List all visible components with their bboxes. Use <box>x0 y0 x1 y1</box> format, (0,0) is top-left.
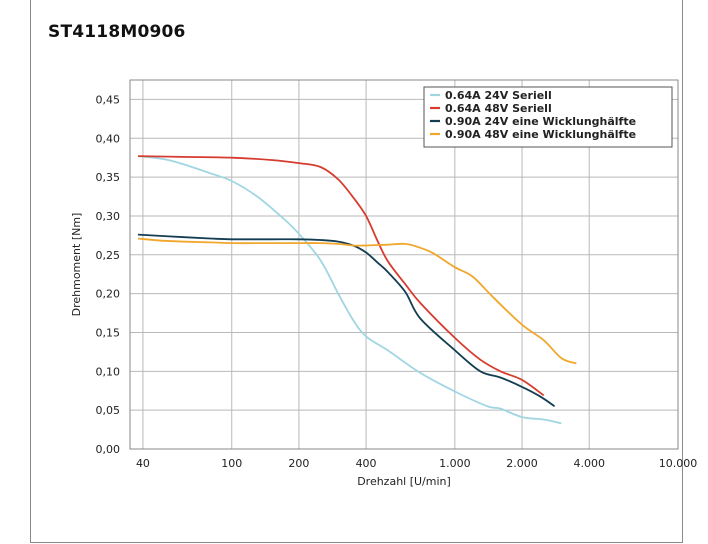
series-line-1 <box>137 155 562 425</box>
x-tick-label: 1.000 <box>439 457 471 470</box>
legend-entry: 0.90A 48V eine Wicklunghälfte <box>445 128 636 141</box>
x-tick-label: 10.000 <box>659 457 698 470</box>
y-tick-label: 0,00 <box>96 443 121 456</box>
y-tick-label: 0,10 <box>96 365 121 378</box>
tick-layer: 0,00 0,05 0,10 0,15 0,20 0,25 0,30 0,35 0,40 0,45… <box>96 93 698 470</box>
x-tick-label: 100 <box>221 457 242 470</box>
y-tick-label: 0,20 <box>96 288 121 301</box>
legend-box <box>423 86 673 148</box>
y-tick-label: 0,05 <box>96 404 121 417</box>
y-tick-label: 0,15 <box>96 326 121 339</box>
y-tick-label: 0,25 <box>96 249 121 262</box>
y-tick-label: 0,35 <box>96 171 121 184</box>
x-tick-label: 200 <box>288 457 309 470</box>
series-line-2 <box>137 155 545 397</box>
x-tick-label: 40 <box>136 457 150 470</box>
y-tick-label: 0,30 <box>96 210 121 223</box>
y-tick-label: 0,45 <box>96 93 121 106</box>
plot-border <box>129 79 679 450</box>
series-line-3 <box>137 233 556 408</box>
legend-entry: 0.64A 48V Seriell <box>445 102 552 115</box>
legend-entry: 0.90A 24V eine Wicklunghälfte <box>445 115 636 128</box>
x-tick-label: 2.000 <box>506 457 538 470</box>
x-axis-label: Drehzahl [U/min] <box>357 475 451 488</box>
series-line-4 <box>137 237 577 365</box>
series-layer <box>137 155 577 425</box>
y-tick-label: 0,40 <box>96 132 121 145</box>
chart-title: ST4118M0906 <box>48 22 186 42</box>
y-axis-label: Drehmoment [Nm] <box>70 213 83 317</box>
legend-entry: 0.64A 24V Seriell <box>445 89 552 102</box>
x-tick-label: 400 <box>356 457 377 470</box>
x-tick-label: 4.000 <box>573 457 605 470</box>
